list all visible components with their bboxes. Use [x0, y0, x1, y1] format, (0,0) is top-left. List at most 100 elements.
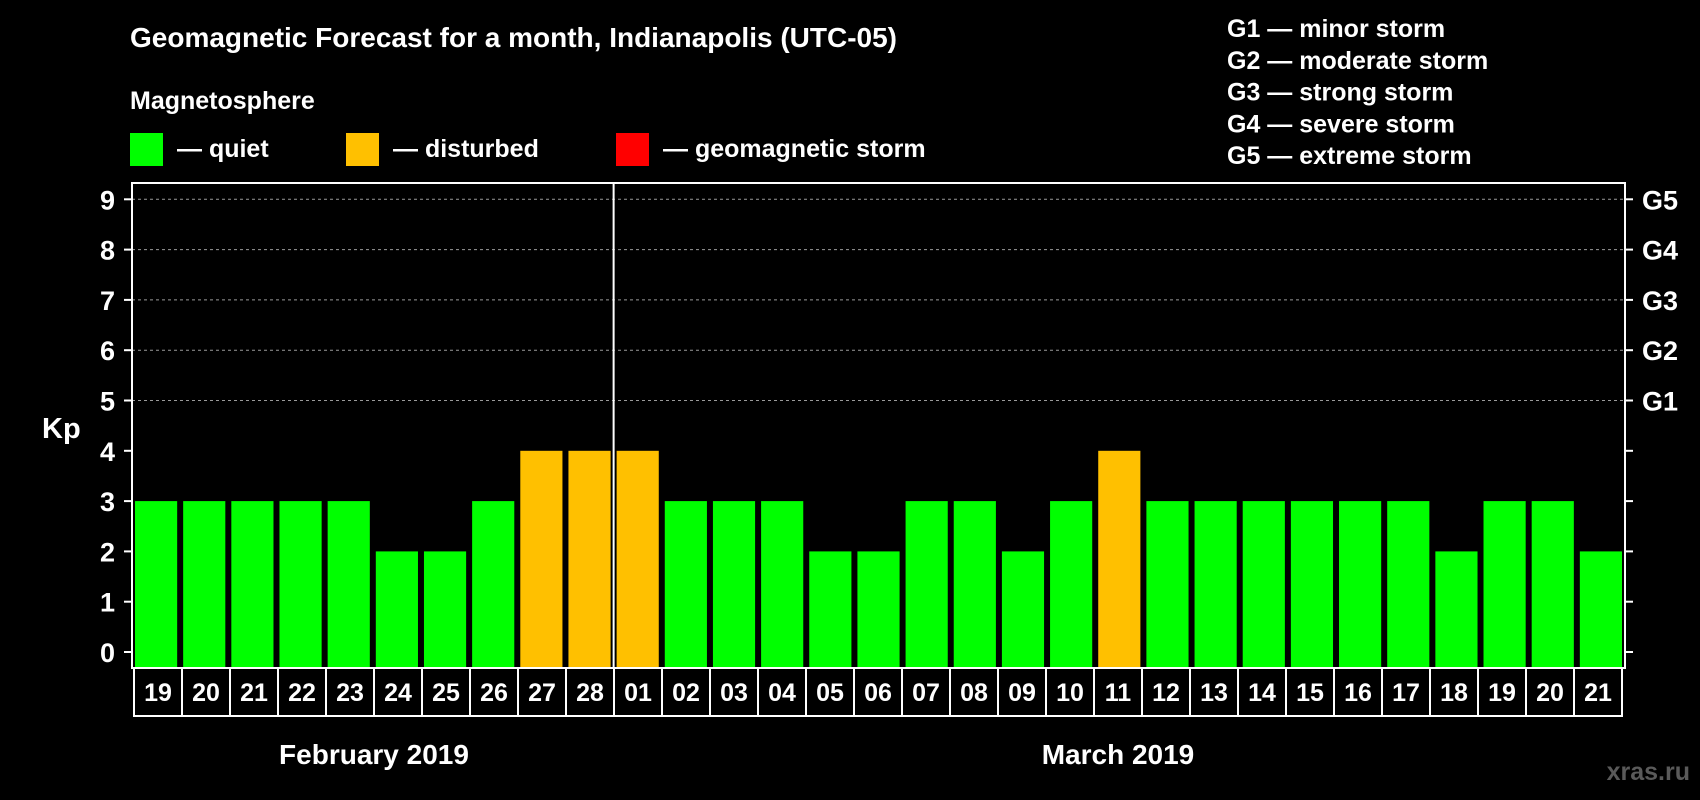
bar-27 — [1435, 551, 1478, 669]
y-tick-label-6: 6 — [100, 336, 115, 366]
date-label-11: 02 — [672, 679, 700, 707]
bar-1 — [183, 501, 226, 669]
storm-legend-item-1: G2 — moderate storm — [1227, 47, 1488, 75]
bar-19 — [1050, 501, 1093, 669]
bar-15 — [857, 551, 900, 669]
bar-3 — [279, 501, 322, 669]
chart-title: Geomagnetic Forecast for a month, Indian… — [130, 22, 897, 53]
date-label-0: 19 — [144, 679, 172, 707]
legend-label-2: — geomagnetic storm — [663, 135, 926, 163]
date-label-17: 08 — [960, 679, 988, 707]
bar-9 — [568, 450, 611, 669]
y-axis-label: Kp — [42, 413, 81, 445]
x-axis-labels: 19 20 21 22 23 24 25 26 27 28 February 2019 01 02 03 0… — [133, 667, 1623, 770]
y-tick-label-2: 2 — [100, 537, 115, 567]
storm-legend-item-2: G3 — strong storm — [1227, 79, 1453, 107]
date-label-25: 16 — [1344, 679, 1372, 707]
date-label-1: 20 — [192, 679, 220, 707]
storm-level-label-G1: G1 — [1642, 387, 1678, 417]
y-tick-label-4: 4 — [100, 437, 115, 467]
bar-24 — [1290, 501, 1334, 669]
storm-legend: G1 — minor storm G2 — moderate storm G3 — … — [1227, 15, 1488, 170]
y-tick-label-5: 5 — [100, 387, 115, 417]
legend: — quiet — disturbed — geomagnetic storm — [130, 133, 926, 166]
date-label-27: 18 — [1440, 679, 1468, 707]
date-label-7: 26 — [480, 679, 508, 707]
bar-25 — [1339, 501, 1382, 669]
date-label-24: 15 — [1296, 679, 1324, 707]
storm-legend-item-4: G5 — extreme storm — [1227, 142, 1472, 170]
bar-20 — [1098, 450, 1141, 669]
date-label-26: 17 — [1392, 679, 1420, 707]
date-label-10: 01 — [624, 679, 652, 707]
storm-level-label-G5: G5 — [1642, 185, 1678, 215]
bar-6 — [423, 551, 467, 669]
storm-level-label-G2: G2 — [1642, 336, 1678, 366]
y-tick-label-0: 0 — [100, 638, 115, 668]
bar-26 — [1387, 501, 1430, 669]
date-label-15: 06 — [864, 679, 892, 707]
date-label-21: 12 — [1152, 679, 1180, 707]
bar-16 — [905, 501, 948, 669]
y-tick-label-3: 3 — [100, 487, 115, 517]
date-label-29: 20 — [1536, 679, 1564, 707]
date-row-frame — [133, 667, 1623, 717]
date-label-5: 24 — [384, 679, 412, 707]
legend-title: Magnetosphere — [130, 87, 315, 115]
date-label-19: 10 — [1056, 679, 1084, 707]
date-label-28: 19 — [1488, 679, 1516, 707]
date-label-12: 03 — [720, 679, 748, 707]
y-tick-label-8: 8 — [100, 236, 115, 266]
bar-29 — [1531, 501, 1574, 669]
month-label-0: February 2019 — [279, 739, 469, 770]
legend-swatch-0 — [130, 133, 163, 166]
legend-swatch-1 — [346, 133, 379, 166]
bar-13 — [761, 501, 804, 669]
bars — [135, 450, 1622, 669]
bar-7 — [472, 501, 515, 669]
bar-10 — [616, 450, 659, 669]
storm-legend-item-3: G4 — severe storm — [1227, 110, 1455, 138]
bar-21 — [1146, 501, 1189, 669]
date-label-20: 11 — [1105, 679, 1132, 707]
bar-4 — [327, 501, 370, 669]
bar-23 — [1242, 501, 1285, 669]
bar-28 — [1483, 501, 1526, 669]
y-tick-label-1: 1 — [100, 588, 115, 618]
date-label-18: 09 — [1008, 679, 1036, 707]
watermark: xras.ru — [1607, 758, 1690, 786]
date-label-14: 05 — [816, 679, 844, 707]
date-label-16: 07 — [912, 679, 940, 707]
legend-label-1: — disturbed — [393, 135, 539, 163]
y-tick-label-7: 7 — [100, 286, 115, 316]
date-label-30: 21 — [1584, 679, 1612, 707]
date-label-2: 21 — [240, 679, 268, 707]
bar-8 — [520, 450, 563, 669]
bar-2 — [231, 501, 274, 669]
grid — [132, 198, 1625, 401]
date-label-4: 23 — [336, 679, 364, 707]
bar-18 — [1001, 551, 1045, 669]
bar-11 — [664, 501, 707, 669]
bar-5 — [375, 551, 418, 669]
bar-0 — [135, 501, 178, 669]
bar-12 — [712, 501, 756, 669]
date-label-9: 28 — [576, 679, 604, 707]
storm-level-label-G3: G3 — [1642, 286, 1678, 316]
date-label-8: 27 — [528, 679, 556, 707]
date-label-6: 25 — [432, 679, 460, 707]
storm-legend-item-0: G1 — minor storm — [1227, 15, 1445, 43]
y-tick-label-9: 9 — [100, 185, 115, 215]
bar-17 — [953, 501, 996, 669]
bar-22 — [1194, 501, 1237, 669]
date-label-23: 14 — [1248, 679, 1276, 707]
date-label-13: 04 — [768, 679, 796, 707]
bar-30 — [1579, 551, 1622, 669]
date-label-3: 22 — [288, 679, 316, 707]
legend-label-0: — quiet — [177, 135, 269, 163]
month-label-1: March 2019 — [1042, 739, 1195, 770]
storm-level-label-G4: G4 — [1642, 236, 1678, 266]
bar-14 — [809, 551, 852, 669]
date-label-22: 13 — [1200, 679, 1228, 707]
